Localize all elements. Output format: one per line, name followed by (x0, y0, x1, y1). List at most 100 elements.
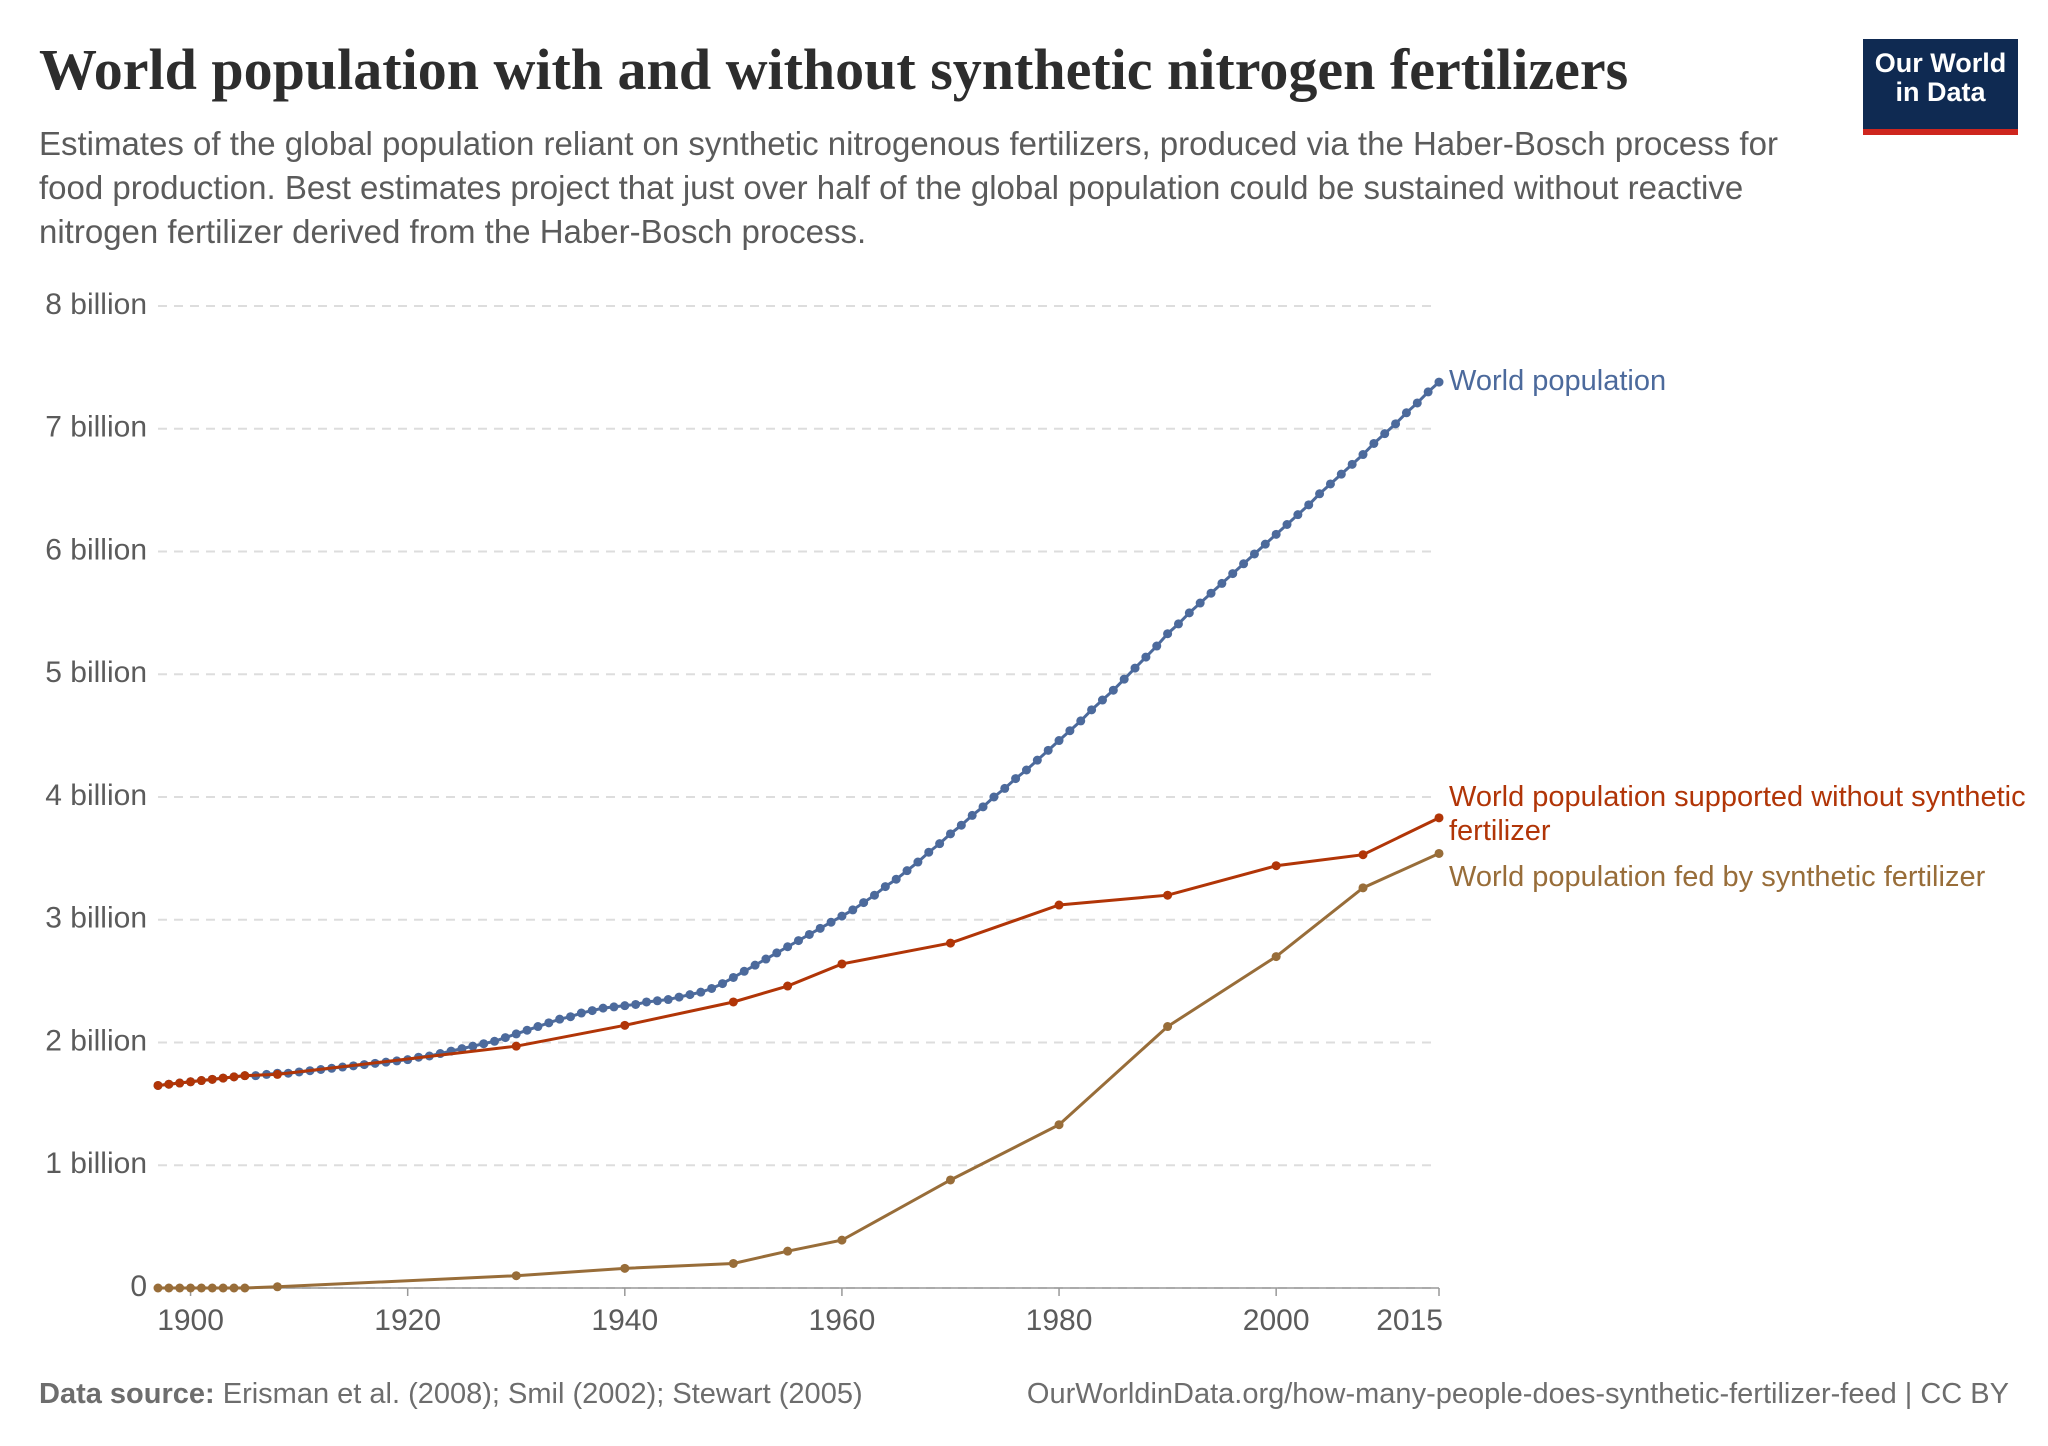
data-point (761, 954, 771, 964)
series-label: World population (1449, 365, 1667, 397)
data-point (272, 1069, 282, 1079)
data-point (989, 792, 999, 802)
data-point (1097, 695, 1107, 705)
data-point (153, 1283, 163, 1293)
data-point (902, 866, 912, 876)
data-point (1119, 674, 1129, 684)
data-point (1130, 663, 1140, 673)
data-point (490, 1036, 500, 1046)
data-point (1108, 685, 1118, 695)
data-point (826, 917, 836, 927)
y-tick-label: 7 billion (45, 411, 147, 444)
data-point (1304, 500, 1314, 510)
data-point (978, 802, 988, 812)
y-tick-label: 5 billion (45, 656, 147, 689)
x-tick-label: 1900 (157, 1304, 224, 1337)
data-point (1000, 783, 1010, 793)
data-point (555, 1014, 565, 1024)
data-point (1152, 641, 1162, 651)
data-point (207, 1283, 217, 1293)
data-point (620, 1263, 630, 1273)
data-point (1239, 559, 1249, 569)
data-point (576, 1008, 586, 1018)
data-point (663, 995, 673, 1005)
data-point (772, 948, 782, 958)
logo[interactable]: Our World in Data (1863, 39, 2018, 135)
data-point (794, 936, 803, 946)
footer-source: Data source: Erisman et al. (2008); Smil… (39, 1378, 863, 1411)
y-tick-label: 0 (130, 1270, 147, 1303)
data-point (935, 839, 945, 849)
data-point (207, 1074, 217, 1084)
x-tick-label: 1960 (809, 1304, 876, 1337)
data-point (1336, 469, 1346, 479)
data-point (891, 874, 901, 884)
data-point (1076, 716, 1086, 726)
y-tick-label: 2 billion (45, 1024, 147, 1057)
data-point (164, 1283, 174, 1293)
x-tick-label: 2015 (1376, 1304, 1443, 1337)
data-point (1380, 429, 1390, 439)
data-point (1163, 629, 1173, 639)
logo-line: Our World (1874, 48, 2007, 78)
data-point (718, 979, 728, 989)
data-point (598, 1003, 608, 1013)
data-point (1358, 883, 1368, 893)
data-point (587, 1006, 597, 1016)
footer-url[interactable]: OurWorldinData.org/how-many-people-does-… (1026, 1378, 2009, 1410)
data-point (1434, 848, 1444, 858)
data-point (522, 1025, 532, 1035)
x-tick-label: 1940 (591, 1304, 658, 1337)
data-point (1401, 408, 1411, 418)
data-point (728, 972, 738, 982)
data-point (175, 1283, 185, 1293)
chart-title: World population with and without synthe… (39, 37, 1629, 102)
data-point (533, 1022, 543, 1032)
data-point (1412, 398, 1422, 408)
data-point (924, 847, 934, 857)
y-tick-label: 3 billion (45, 902, 147, 935)
x-tick-label: 2000 (1243, 1304, 1310, 1337)
chart-subtitle: Estimates of the global population relia… (39, 125, 1778, 250)
data-point (511, 1271, 521, 1281)
data-point (1087, 705, 1097, 715)
data-point (1358, 850, 1368, 860)
data-point (674, 992, 684, 1002)
data-point (945, 829, 955, 839)
data-point (956, 820, 966, 830)
data-point (869, 890, 879, 900)
data-point (1434, 377, 1444, 387)
y-tick-label: 1 billion (45, 1147, 147, 1180)
data-point (880, 882, 890, 892)
data-point (1173, 619, 1183, 629)
data-point (620, 1020, 630, 1030)
data-point (1043, 745, 1053, 755)
x-tick-label: 1920 (374, 1304, 441, 1337)
data-point (652, 996, 662, 1006)
data-point (196, 1283, 206, 1293)
data-point (1358, 450, 1368, 460)
series-label: World population supported without synth… (1449, 781, 2026, 847)
data-point (609, 1002, 619, 1012)
data-point (1217, 578, 1227, 588)
data-point (1271, 952, 1281, 962)
data-point (620, 1001, 630, 1011)
data-point (1347, 459, 1357, 469)
data-point (511, 1041, 521, 1051)
data-point (804, 929, 814, 939)
data-point (1195, 598, 1205, 608)
data-point (913, 857, 923, 867)
data-point (1434, 813, 1444, 823)
source: Erisman et al. (2008); Smil (2002); Stew… (222, 1378, 863, 1410)
data-point (500, 1033, 510, 1043)
data-point (783, 942, 793, 952)
data-point (1391, 419, 1401, 429)
data-point (1249, 549, 1259, 559)
x-tick-label: 1980 (1026, 1304, 1093, 1337)
data-point (153, 1080, 163, 1090)
data-point (1271, 529, 1281, 539)
data-point (696, 987, 706, 997)
data-point (1032, 755, 1042, 765)
